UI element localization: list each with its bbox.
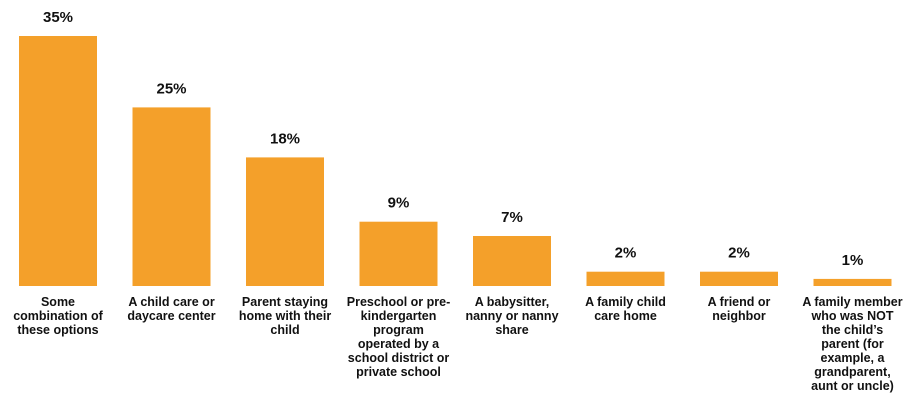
bar-value-label: 7% xyxy=(501,209,523,226)
category-label-line: aunt or uncle) xyxy=(811,379,894,393)
category-label: A babysitter, nanny or nanny share xyxy=(465,295,558,337)
category-label: A family child care home xyxy=(585,295,666,323)
value-labels-group: 35% 25% 18% 9% 7% 2% 2% 1% xyxy=(43,9,863,269)
bar xyxy=(473,236,551,286)
bar xyxy=(246,157,324,286)
category-label: Preschool or pre-kindergarten program oper… xyxy=(347,295,451,379)
category-label-line: A family member xyxy=(802,295,902,309)
category-label-line: child xyxy=(270,323,299,337)
category-label-line: A child care or xyxy=(128,295,215,309)
category-label: A family member who was NOT the child’s par… xyxy=(802,295,902,393)
category-label-line: Preschool or pre- xyxy=(347,295,451,309)
category-label-line: school district or xyxy=(348,351,450,365)
bar xyxy=(586,271,665,286)
category-label-line: private school xyxy=(356,365,441,379)
bar-value-label: 1% xyxy=(842,252,864,269)
category-label-line: operated by a xyxy=(358,337,440,351)
category-label-line: neighbor xyxy=(712,309,766,323)
category-label: A child care or daycare center xyxy=(127,295,215,323)
category-label-line: grandparent, xyxy=(814,365,890,379)
category-label-line: A friend or xyxy=(708,295,771,309)
category-label-line: Parent staying xyxy=(242,295,328,309)
category-label: A friend or neighbor xyxy=(708,295,771,323)
category-label-line: home with their xyxy=(239,309,332,323)
category-label-line: nanny or nanny xyxy=(465,309,558,323)
bars-group xyxy=(19,36,892,287)
bar-value-label: 35% xyxy=(43,9,73,26)
bar-value-label: 2% xyxy=(615,245,637,262)
bar xyxy=(132,107,211,287)
category-label-line: daycare center xyxy=(127,309,215,323)
bar-value-label: 2% xyxy=(728,245,750,262)
category-label-line: these options xyxy=(17,323,98,337)
category-label-line: Some xyxy=(41,295,75,309)
bar xyxy=(19,36,97,286)
category-label-line: A family child xyxy=(585,295,666,309)
category-label-line: parent (for xyxy=(821,337,884,351)
category-label-line: who was NOT xyxy=(811,309,894,323)
bar xyxy=(359,221,438,286)
category-labels-group: Some combination of these options A child c… xyxy=(13,295,903,393)
category-label: Some combination of these options xyxy=(13,295,103,337)
category-label-line: share xyxy=(495,323,528,337)
category-label-line: the child’s xyxy=(822,323,883,337)
category-label-line: example, a xyxy=(821,351,886,365)
category-label-line: combination of xyxy=(13,309,103,323)
bar xyxy=(700,271,778,286)
bar-value-label: 18% xyxy=(270,130,300,147)
category-label-line: program xyxy=(373,323,424,337)
category-label-line: A babysitter, xyxy=(475,295,550,309)
bar-value-label: 9% xyxy=(388,195,410,212)
bar-value-label: 25% xyxy=(156,80,186,97)
bar xyxy=(813,278,892,286)
category-label-line: kindergarten xyxy=(361,309,437,323)
category-label: Parent staying home with their child xyxy=(239,295,332,337)
category-label-line: care home xyxy=(594,309,657,323)
